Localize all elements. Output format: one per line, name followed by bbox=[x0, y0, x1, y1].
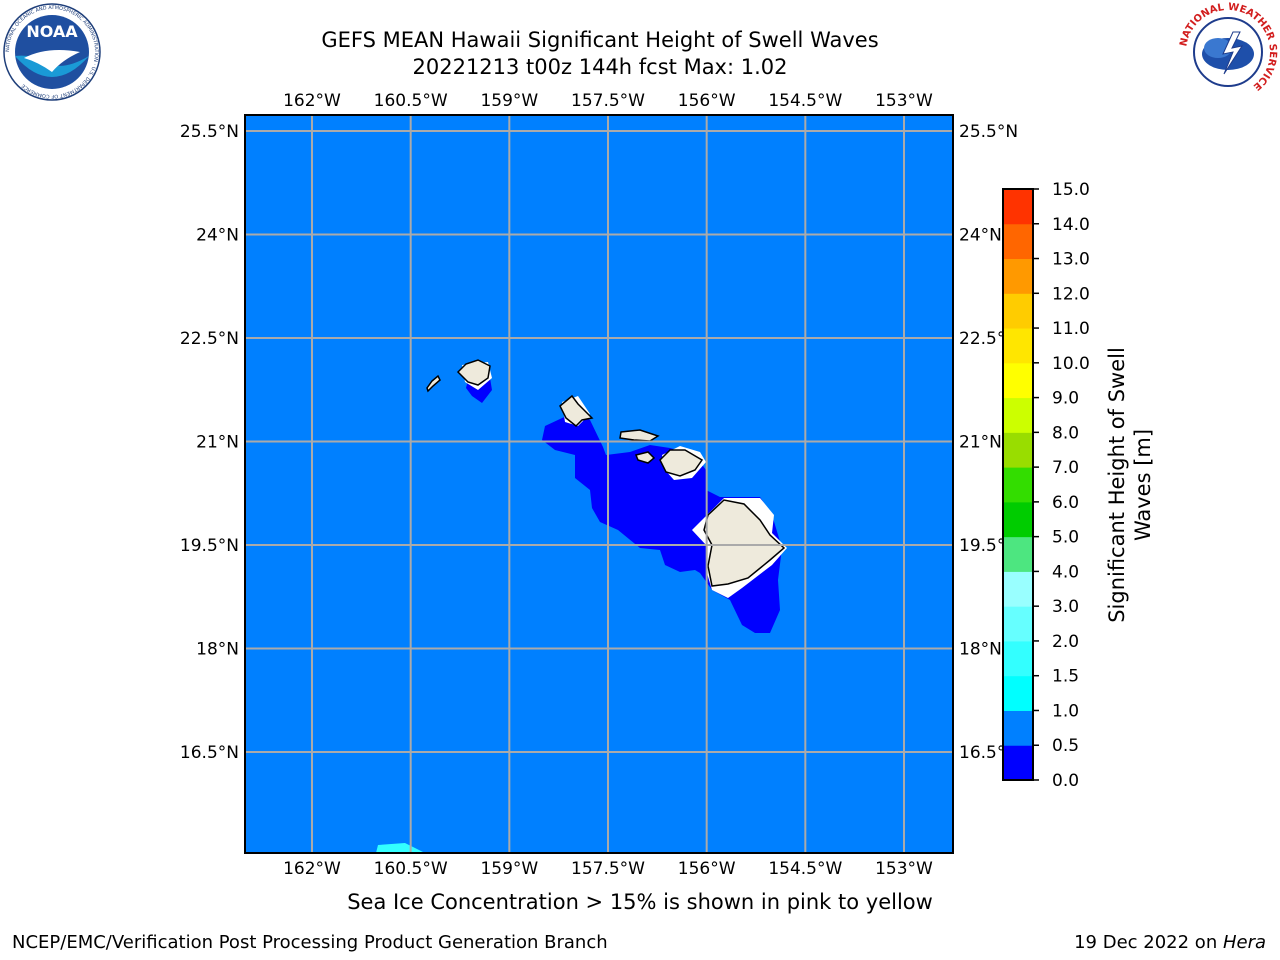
colorbar-tick-label: 12.0 bbox=[1052, 284, 1090, 304]
colorbar-tick-label: 10.0 bbox=[1052, 354, 1090, 374]
footer-host: Hera bbox=[1222, 932, 1266, 953]
colorbar-segment bbox=[1003, 571, 1033, 607]
lon-label-top: 154.5°W bbox=[768, 91, 842, 111]
colorbar-segment bbox=[1003, 397, 1033, 433]
colorbar-segment bbox=[1003, 223, 1033, 260]
colorbar-tick-label: 5.0 bbox=[1052, 528, 1079, 548]
colorbar-tick-label: 8.0 bbox=[1052, 423, 1079, 443]
lon-label-bottom: 154.5°W bbox=[768, 859, 842, 879]
lon-label-bottom: 153°W bbox=[875, 859, 933, 879]
island-kauai bbox=[456, 359, 491, 386]
colorbar-segment bbox=[1003, 606, 1033, 642]
colorbar-segment bbox=[1003, 501, 1033, 538]
lat-label-right: 18°N bbox=[959, 640, 1002, 660]
map-subtitle: 20221213 t00z 144h fcst Max: 1.02 bbox=[412, 55, 788, 79]
lat-label-left: 18°N bbox=[196, 640, 239, 660]
colorbar-tick-label: 15.0 bbox=[1052, 180, 1090, 200]
colorbar-tick-label: 0.5 bbox=[1052, 736, 1079, 756]
colorbar-tick-label: 14.0 bbox=[1052, 215, 1090, 235]
colorbar-segment bbox=[1003, 536, 1033, 572]
lon-label-bottom: 162°W bbox=[283, 859, 341, 879]
island-lanai bbox=[634, 451, 656, 464]
colorbar-tick-label: 6.0 bbox=[1052, 493, 1079, 513]
cyan-swell-patch bbox=[376, 843, 425, 853]
island-maui bbox=[659, 449, 704, 477]
colorbar-tick-label: 3.0 bbox=[1052, 597, 1079, 617]
lat-label-right: 24°N bbox=[959, 226, 1002, 246]
lon-label-top: 159°W bbox=[480, 91, 538, 111]
colorbar-title-line2: Waves [m] bbox=[1131, 428, 1155, 542]
noaa-logo: NOAA NATIONAL OCEANIC AND ATMOSPHERIC AD… bbox=[3, 3, 101, 101]
colorbar-segment bbox=[1003, 293, 1033, 329]
footer-date: 19 Dec 2022 on Hera bbox=[1074, 932, 1266, 953]
colorbar-segment bbox=[1003, 328, 1033, 364]
sea-ice-note-text: Sea Ice Concentration > 15% is shown in … bbox=[347, 890, 933, 914]
colorbar: 0.0 0.5 1.0 1.5 2.0 3.0 4.0 5.0 6.0 7.0 8.0 9.0 10.0… bbox=[1002, 180, 1090, 791]
lat-label-right: 25.5°N bbox=[959, 122, 1018, 142]
colorbar-tick-label: 4.0 bbox=[1052, 562, 1079, 582]
lon-label-bottom: 156°W bbox=[678, 859, 736, 879]
lon-label-top: 156°W bbox=[678, 91, 736, 111]
colorbar-title-line1: Significant Height of Swell bbox=[1105, 347, 1129, 623]
lon-label-bottom: 159°W bbox=[480, 859, 538, 879]
footer-date-text: 19 Dec 2022 on bbox=[1074, 932, 1223, 953]
island-hawaii bbox=[703, 499, 786, 587]
colorbar-segment bbox=[1003, 189, 1033, 225]
colorbar-segment bbox=[1003, 640, 1033, 677]
lat-label-left: 21°N bbox=[196, 433, 239, 453]
footer-credit: NCEP/EMC/Verification Post Processing Pr… bbox=[12, 932, 608, 953]
lat-label-left: 19.5°N bbox=[180, 536, 239, 556]
colorbar-segment bbox=[1003, 745, 1033, 781]
lon-label-top: 153°W bbox=[875, 91, 933, 111]
land-masses bbox=[426, 359, 786, 587]
colorbar-tick-label: 9.0 bbox=[1052, 389, 1079, 409]
colorbar-segment bbox=[1003, 362, 1033, 399]
lat-label-left: 22.5°N bbox=[180, 329, 239, 349]
colorbar-tick-label: 1.0 bbox=[1052, 701, 1079, 721]
sea-ice-note: Sea Ice Concentration > 15% is shown in … bbox=[0, 890, 1280, 914]
colorbar-frame bbox=[1002, 188, 1034, 781]
colorbar-segment bbox=[1003, 258, 1033, 294]
island-oahu bbox=[559, 394, 594, 428]
lon-label-bottom: 157.5°W bbox=[571, 859, 645, 879]
colorbar-tick-label: 1.5 bbox=[1052, 667, 1079, 687]
lon-label-top: 157.5°W bbox=[571, 91, 645, 111]
lon-label-top: 162°W bbox=[283, 91, 341, 111]
colorbar-tick-label: 11.0 bbox=[1052, 319, 1090, 339]
nws-logo: NATIONAL WEATHER SERVICE bbox=[1178, 2, 1278, 100]
island-niihau bbox=[426, 374, 441, 393]
lat-label-left: 16.5°N bbox=[180, 743, 239, 763]
colorbar-tick-label: 13.0 bbox=[1052, 250, 1090, 270]
colorbar-title: Significant Height of Swell Waves [m] bbox=[1104, 347, 1156, 623]
lon-label-bottom: 160.5°W bbox=[374, 859, 448, 879]
colorbar-tick-label: 0.0 bbox=[1052, 771, 1079, 791]
lat-label-left: 25.5°N bbox=[180, 122, 239, 142]
lat-label-right: 21°N bbox=[959, 433, 1002, 453]
lat-label-left: 24°N bbox=[196, 226, 239, 246]
graticule: 162°W 162°W 160.5°W 160.5°W 159°W 159°W 157.5°… bbox=[180, 91, 1018, 879]
lon-label-top: 160.5°W bbox=[374, 91, 448, 111]
map-title: GEFS MEAN Hawaii Significant Height of S… bbox=[321, 28, 879, 52]
colorbar-segment bbox=[1003, 675, 1033, 711]
colorbar-tick-label: 2.0 bbox=[1052, 632, 1079, 652]
noaa-logo-text: NOAA bbox=[26, 22, 78, 41]
map-frame bbox=[244, 114, 954, 854]
colorbar-segment bbox=[1003, 467, 1033, 503]
colorbar-segment bbox=[1003, 432, 1033, 468]
colorbar-tick-label: 7.0 bbox=[1052, 458, 1079, 478]
colorbar-segment bbox=[1003, 710, 1033, 746]
